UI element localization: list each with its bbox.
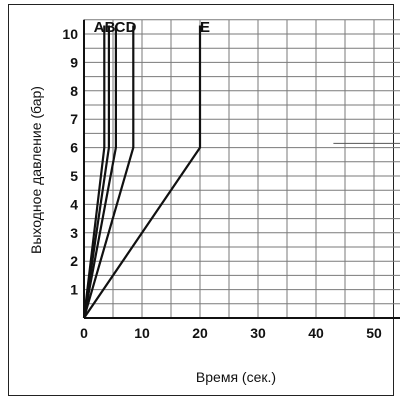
series-label-d: D — [126, 19, 137, 36]
y-tick-label: 2 — [70, 253, 78, 269]
axes — [83, 19, 400, 319]
y-tick-label: 9 — [70, 54, 78, 70]
series-label-e: E — [200, 19, 210, 36]
y-tick-label: 6 — [70, 140, 78, 156]
y-tick-label: 1 — [70, 282, 78, 298]
series-group — [82, 25, 202, 319]
y-tick-label: 7 — [70, 111, 78, 127]
x-tick-label: 20 — [192, 325, 208, 341]
series-label-c: C — [115, 19, 126, 36]
x-tick-label: 50 — [366, 325, 382, 341]
series-label-a: A — [94, 19, 105, 36]
series-line-e — [83, 25, 202, 319]
x-tick-label: 10 — [134, 325, 150, 341]
grid — [84, 19, 400, 318]
y-tick-label: 4 — [70, 196, 78, 212]
series-line-a — [82, 25, 106, 319]
series-line-c — [82, 25, 117, 319]
x-axis-title: Время (сек.) — [196, 369, 276, 385]
x-tick-label: 0 — [80, 325, 88, 341]
series-label-b: B — [105, 19, 116, 36]
x-tick-label: 40 — [308, 325, 324, 341]
series-line-d — [82, 25, 135, 319]
x-tick-label: 30 — [250, 325, 266, 341]
series-line-b — [82, 25, 110, 319]
y-tick-label: 3 — [70, 225, 78, 241]
tick-labels: 0 10 20 30 40 50 1 2 3 4 5 6 7 8 9 10 A B C D E — [62, 19, 382, 341]
y-axis-title: Выходное давление (бар) — [28, 86, 44, 254]
y-tick-label: 10 — [62, 26, 78, 42]
y-tick-label: 5 — [70, 168, 78, 184]
y-tick-label: 8 — [70, 83, 78, 99]
